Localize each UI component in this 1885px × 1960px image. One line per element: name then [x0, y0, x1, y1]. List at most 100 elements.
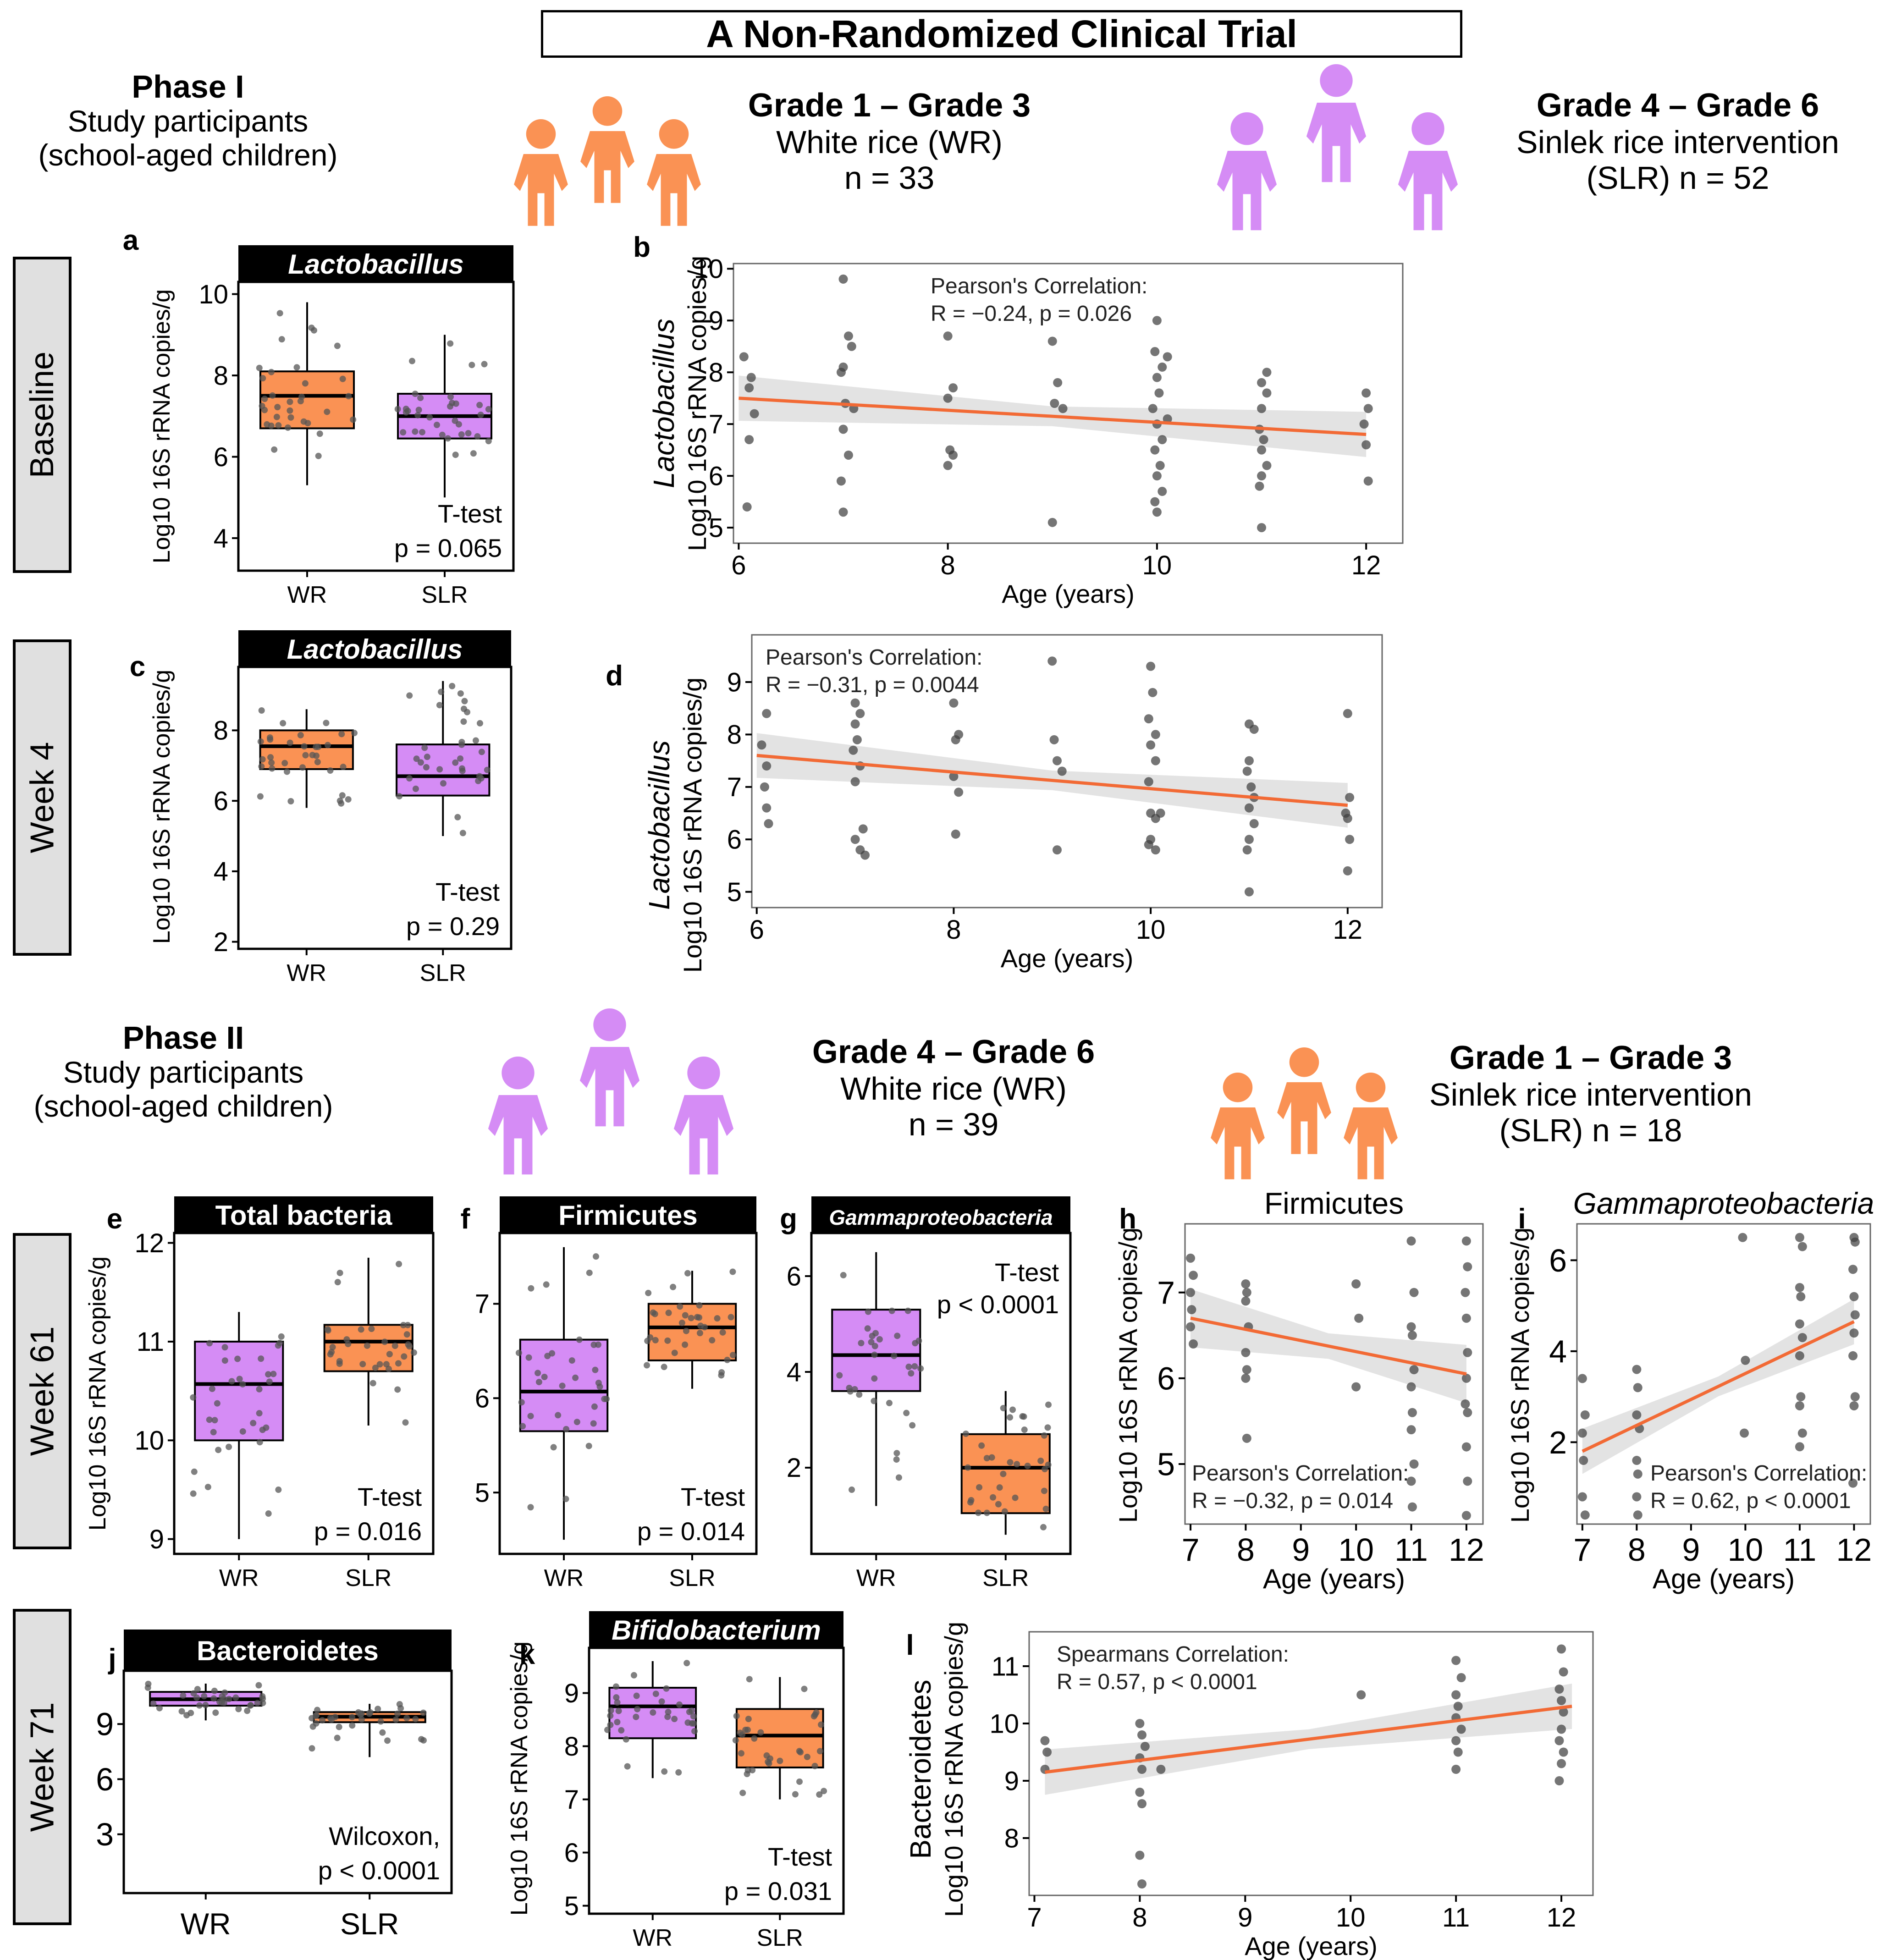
- point-c-SLR-8: [406, 692, 413, 699]
- point-c-SLR-12: [460, 705, 467, 712]
- point-e-WR-30: [256, 1439, 263, 1446]
- point-f-SLR-6: [719, 1329, 726, 1336]
- point-f-WR-30: [543, 1281, 550, 1288]
- phase2-slr-group: Grade 1 – Grade 3 Sinlek rice interventi…: [1389, 1040, 1792, 1148]
- point-k-SLR-15: [792, 1791, 799, 1798]
- point-e-SLR-33: [381, 1338, 388, 1345]
- purple-child-icon-3-body: [1398, 151, 1458, 231]
- point-d-8: [850, 719, 860, 729]
- p-value-g: p < 0.0001: [937, 1290, 1059, 1319]
- point-j-WR-7: [244, 1707, 251, 1714]
- phase1-slr-n: (SLR) n = 52: [1586, 160, 1769, 196]
- stage-baseline: Baseline: [13, 257, 72, 573]
- fit-line-l: [1045, 1705, 1572, 1774]
- panel-label-i: i: [1518, 1203, 1526, 1235]
- x-label-d: Age (years): [1001, 944, 1133, 973]
- panel-label-c: c: [130, 651, 145, 683]
- orange-child-icon-3: [647, 119, 701, 226]
- figure-title: A Non-Randomized Clinical Trial: [541, 10, 1462, 58]
- y-tick-label-g-0: 2: [787, 1453, 801, 1483]
- y-label-e: Log10 16S rRNA copies/g: [84, 1256, 111, 1531]
- x-tick-label-c-0: WR: [287, 960, 326, 986]
- x-tick-label-d-2: 10: [1136, 915, 1166, 945]
- point-g-WR-6: [871, 1351, 878, 1358]
- point-f-SLR-32: [682, 1341, 689, 1348]
- point-c-SLR-26: [477, 720, 484, 727]
- point-l-31: [1557, 1759, 1566, 1768]
- x-tick-label-l-4: 11: [1442, 1903, 1470, 1932]
- point-i-18: [1797, 1242, 1807, 1251]
- point-j-SLR-27: [309, 1745, 315, 1752]
- point-d-46: [1249, 819, 1259, 828]
- point-g-SLR-5: [1041, 1432, 1047, 1439]
- point-a-SLR-5: [452, 451, 459, 458]
- point-f-WR-19: [595, 1379, 602, 1386]
- point-g-WR-12: [846, 1384, 853, 1391]
- panel-e: e Total bacteria 9 10 11 12 Log10 16S rRNA cop…: [84, 1196, 435, 1591]
- point-f-WR-25: [572, 1374, 579, 1381]
- title-strip-f: [500, 1196, 756, 1233]
- orange-child-icon-2-head: [592, 96, 623, 126]
- point-g-SLR-21: [990, 1494, 997, 1501]
- point-d-55: [1343, 866, 1352, 875]
- stage-week4: Week 4: [13, 639, 72, 956]
- x-tick-label-e-0: WR: [219, 1565, 259, 1591]
- point-i-30: [1848, 1265, 1858, 1274]
- point-j-WR-30: [219, 1693, 226, 1700]
- p-value-k: p = 0.031: [724, 1877, 832, 1905]
- point-d-45: [1244, 803, 1254, 813]
- phase2-wr-n: n = 39: [908, 1107, 999, 1143]
- point-a-WR-5: [315, 452, 322, 459]
- x-tick-label-g-0: WR: [856, 1565, 896, 1591]
- point-l-16: [1451, 1690, 1461, 1700]
- x-tick-label-b-1: 8: [941, 551, 955, 580]
- point-k-SLR-19: [766, 1760, 772, 1767]
- title-strip-g: [811, 1196, 1070, 1233]
- point-g-WR-32: [871, 1398, 877, 1404]
- point-f-SLR-4: [682, 1312, 689, 1319]
- point-a-WR-10: [271, 446, 278, 453]
- y-label-d: Log10 16S rRNA copies/g: [678, 677, 707, 973]
- point-e-SLR-17: [334, 1279, 341, 1286]
- point-l-24: [1559, 1667, 1568, 1677]
- point-a-SLR-18: [394, 406, 401, 413]
- point-d-47: [1244, 835, 1254, 844]
- plot-frame-c: [237, 666, 513, 950]
- point-g-SLR-3: [962, 1430, 969, 1437]
- point-f-WR-22: [550, 1444, 557, 1451]
- point-l-28: [1557, 1724, 1566, 1734]
- point-j-WR-18: [178, 1708, 185, 1715]
- point-c-WR-31: [268, 759, 275, 766]
- orange-child-icon-4-head: [1223, 1073, 1253, 1102]
- point-b-56: [1363, 476, 1373, 486]
- y-tick-label-h-0: 5: [1157, 1447, 1175, 1482]
- point-h-28: [1461, 1236, 1471, 1246]
- point-e-WR-24: [191, 1468, 198, 1475]
- p-value-j: p < 0.0001: [318, 1856, 440, 1885]
- point-g-SLR-14: [1001, 1508, 1008, 1515]
- point-b-6: [838, 274, 848, 284]
- point-b-54: [1359, 419, 1369, 429]
- x-tick-label-a-1: SLR: [421, 582, 468, 608]
- point-e-SLR-32: [343, 1336, 350, 1343]
- point-c-WR-0: [257, 793, 264, 800]
- point-g-WR-14: [908, 1370, 915, 1377]
- point-b-59: [1163, 414, 1172, 424]
- point-j-WR-15: [220, 1699, 227, 1706]
- point-l-29: [1554, 1736, 1564, 1745]
- point-g-WR-24: [865, 1308, 871, 1315]
- point-k-SLR-11: [744, 1726, 751, 1733]
- y-tick-label-b-1: 6: [709, 461, 723, 491]
- point-d-23: [1047, 656, 1057, 666]
- point-i-16: [1740, 1428, 1749, 1438]
- point-d-50: [1343, 709, 1352, 718]
- point-k-WR-8: [663, 1685, 670, 1692]
- point-d-1: [757, 740, 766, 750]
- point-e-SLR-30: [359, 1360, 366, 1367]
- point-f-WR-14: [595, 1341, 601, 1348]
- y-tick-label-d-4: 9: [727, 667, 742, 697]
- y-tick-label-i-0: 2: [1549, 1425, 1567, 1460]
- point-k-WR-16: [650, 1709, 656, 1716]
- y-tick-label-k-3: 8: [564, 1732, 579, 1762]
